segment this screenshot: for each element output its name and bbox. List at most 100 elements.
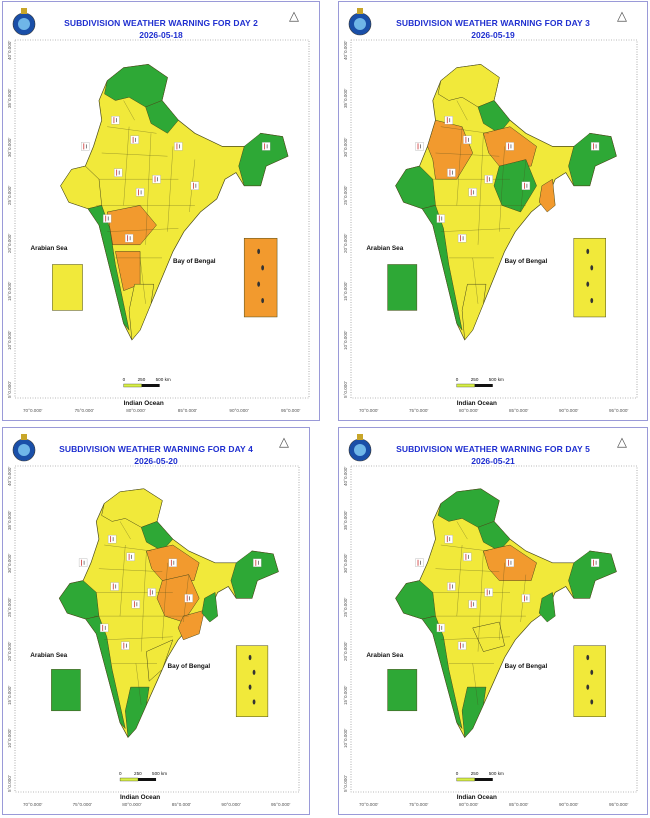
green-warning-region [140,521,174,552]
bay-of-bengal-label: Bay of Bengal [504,663,548,671]
green-warning-region [230,550,279,599]
map-title: SUBDIVISION WEATHER WARNING FOR DAY 3 [396,18,590,28]
warning-marker-icon [114,168,123,177]
lat-tick-label: 35°0.000' [343,510,348,530]
indian-ocean-label: Indian Ocean [456,400,497,407]
lon-tick-label: 95°0.000' [609,802,629,807]
lat-tick-label: 25°0.000' [7,185,12,205]
warning-marker-icon [107,534,117,544]
warning-marker-icon [124,234,134,243]
lon-tick-label: 90°0.000' [221,802,241,807]
warning-marker-icon [468,188,477,197]
bay-of-bengal-label: Bay of Bengal [504,257,548,265]
lat-tick-label: 10°0.000' [7,728,12,749]
warning-marker-icon [131,600,141,609]
andaman-inset [573,645,606,717]
lon-tick-label: 70°0.000' [359,408,379,413]
lat-tick-label: 15°0.000' [7,282,12,302]
map-canvas [350,39,638,399]
green-warning-region [395,165,436,209]
lat-tick-label: 20°0.000' [343,233,348,254]
lat-tick-label: 40°0.000' [343,40,348,60]
scale-end: 500 km [488,377,504,382]
warning-marker-icon [436,214,445,223]
lat-tick-label: 20°0.000' [7,641,12,661]
green-warning-region [477,521,511,552]
warning-marker-icon [521,181,531,190]
green-warning-region [59,580,100,620]
arabian-sea-label: Arabian Sea [366,651,404,659]
green-warning-region [201,591,218,623]
warning-marker-icon [111,116,120,125]
warning-marker-icon [444,534,453,544]
andaman-inset [243,237,278,318]
warning-marker-icon [590,558,600,567]
lakshadweep-inset [387,264,418,311]
yellow-warning-region [146,639,174,682]
lat-tick-label: 25°0.000' [343,185,348,205]
warning-marker-icon [121,641,130,650]
lat-tick-label: 25°0.000' [7,597,12,618]
north-arrow-icon: △ [289,8,299,23]
green-warning-region [125,686,150,738]
lat-tick-label: 20°0.000' [343,641,348,661]
lat-tick-label: 5°0.000' [7,381,12,398]
map-canvas [14,39,310,399]
warning-marker-icon [78,558,88,567]
lon-tick-label: 80°0.000' [122,802,142,807]
lat-tick-label: 15°0.000' [343,685,348,705]
lon-tick-label: 85°0.000' [171,802,192,807]
map-date: 2026-05-21 [471,456,515,466]
warning-marker-icon [253,558,262,567]
lat-tick-label: 5°0.000' [343,775,348,792]
lakshadweep-inset [387,669,418,712]
lon-tick-label: 80°0.000' [459,408,479,413]
warning-marker-icon [184,594,193,603]
warning-marker-icon [463,552,472,562]
arabian-sea-label: Arabian Sea [30,651,68,659]
warning-marker-icon [590,142,600,151]
lat-tick-label: 5°0.000' [343,381,348,398]
warning-marker-icon [436,623,445,633]
warning-marker-icon [415,142,424,151]
warning-marker-icon [110,582,119,591]
imd-logo-icon [11,6,37,38]
lat-tick-label: 35°0.000' [7,510,12,530]
lat-tick-label: 30°0.000' [343,554,348,574]
lat-tick-label: 15°0.000' [343,282,348,302]
warning-marker-icon [168,558,177,567]
arabian-sea-label: Arabian Sea [366,244,404,252]
scale-end: 500 km [488,771,504,776]
warning-marker-icon [81,142,90,151]
scale-zero: 0 [122,377,126,382]
orange-warning-region [106,205,157,246]
green-warning-region [568,550,617,599]
warning-marker-icon [130,135,139,144]
warning-marker-icon [457,234,467,243]
indian-ocean-label: Indian Ocean [456,794,497,801]
lat-tick-label: 30°0.000' [7,554,12,574]
lat-tick-label: 35°0.000' [343,88,348,109]
lon-tick-label: 70°0.000' [359,802,379,807]
warning-marker-icon [415,558,424,567]
lon-tick-label: 95°0.000' [271,802,291,807]
indian-ocean-label: Indian Ocean [123,400,164,407]
warning-marker-icon [152,175,161,184]
lon-tick-label: 75°0.000' [74,408,94,413]
lat-tick-label: 25°0.000' [343,597,348,618]
yellow-warning-region [461,283,487,341]
north-arrow-icon: △ [617,434,627,449]
lon-tick-label: 75°0.000' [409,802,429,807]
lon-tick-label: 70°0.000' [23,802,43,807]
lon-tick-label: 85°0.000' [509,408,529,413]
lat-tick-label: 35°0.000' [7,88,12,109]
scale-zero: 0 [455,377,459,382]
yellow-warning-region [472,621,505,652]
lakshadweep-inset [52,264,83,311]
warning-marker-icon [103,214,112,223]
north-arrow-icon: △ [617,8,627,23]
bay-of-bengal-label: Bay of Bengal [167,663,211,671]
yellow-warning-region [60,165,102,209]
lon-tick-label: 75°0.000' [409,408,429,413]
arabian-sea-label: Arabian Sea [30,244,68,252]
